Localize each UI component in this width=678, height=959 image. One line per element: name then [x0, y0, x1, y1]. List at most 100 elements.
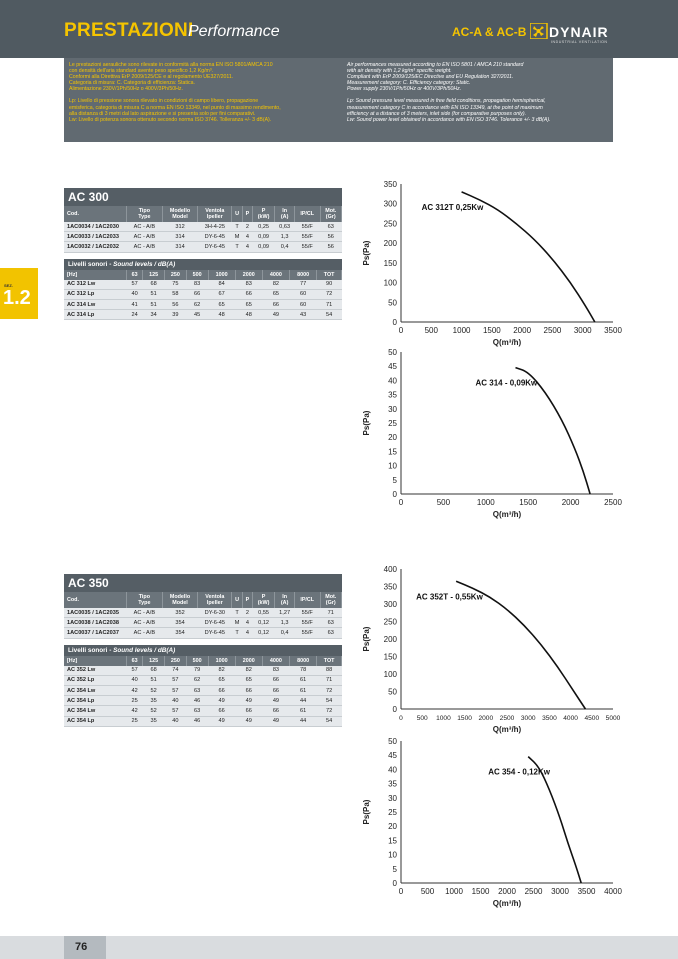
y-tick-label: 5: [393, 865, 398, 874]
y-tick-label: 45: [388, 362, 397, 371]
table-cell: 0,55: [252, 608, 275, 619]
col-header: IP/CL: [294, 206, 321, 222]
sound-row: AC 354 Lw 42 52 57 63 66 66 66 61 72: [64, 685, 342, 697]
table-cell: T: [231, 608, 243, 619]
table-cell: 3H-4-25: [197, 222, 232, 233]
table-cell: 55/F: [294, 608, 320, 619]
table-cell: 88: [316, 665, 342, 676]
col-header: Cod.: [64, 206, 127, 222]
table-cell: 40: [126, 289, 143, 300]
table-cell: 72: [316, 289, 342, 300]
table-cell: AC 354 Lw: [64, 705, 127, 717]
x-tick-label: 2500: [544, 326, 562, 335]
table-cell: 49: [262, 309, 290, 321]
table-cell: AC - A/B: [126, 617, 163, 629]
table-cell: 55/F: [294, 231, 320, 243]
x-tick-label: 3000: [574, 326, 592, 335]
table-cell: 2: [242, 608, 253, 619]
performance-curve: [461, 191, 596, 323]
table-cell: AC 352 Lp: [64, 675, 127, 686]
y-tick-label: 100: [384, 670, 398, 679]
note-line: Lw: Sound power level obtained in accord…: [347, 116, 551, 123]
table-cell: T: [231, 627, 243, 639]
table-cell: AC 354 Lp: [64, 695, 127, 707]
col-header: 63: [126, 655, 144, 666]
table-cell: 24: [126, 309, 143, 321]
table-cell: 1,27: [274, 608, 295, 619]
y-tick-label: 200: [384, 635, 398, 644]
y-axis-label: Ps(Pa): [362, 799, 371, 824]
table-cell: 35: [142, 695, 165, 707]
table-cell: 68: [142, 279, 165, 290]
table-cell: 84: [208, 279, 236, 290]
y-tick-label: 30: [388, 405, 397, 414]
table-cell: 1AC0038 / 1AC2038: [64, 617, 127, 629]
table-cell: 51: [142, 299, 165, 311]
x-tick-label: 500: [421, 887, 435, 896]
table-cell: DY-6-45: [197, 231, 232, 243]
col-header: In (A): [274, 206, 295, 222]
x-tick-label: 500: [437, 498, 451, 507]
page-header: [0, 0, 678, 58]
table-cell: AC 352 Lw: [64, 665, 127, 676]
table-cell: 0,4: [274, 627, 295, 639]
x-tick-label: 3500: [578, 887, 596, 896]
table-cell: M: [231, 231, 243, 243]
table-cell: 65: [208, 299, 236, 311]
y-tick-label: 10: [388, 851, 397, 860]
y-tick-label: 10: [388, 462, 397, 471]
note-line: Measurement category: C. Efficiency cate…: [347, 80, 471, 87]
col-header: U: [231, 206, 243, 222]
table-cell: 41: [126, 299, 143, 311]
table-cell: 75: [164, 279, 187, 290]
col-header: Mot. (Gr): [320, 206, 342, 222]
table-cell: 1AC0035 / 1AC2035: [64, 608, 127, 619]
note-line: Lp: Livello di pressione sonora rilevato…: [69, 98, 259, 105]
table-cell: 78: [289, 665, 317, 676]
x-tick-label: 0: [399, 887, 404, 896]
ac300-spec-table: Cod. Tipo Type Modello Model Ventola Ipelle…: [64, 206, 342, 253]
y-tick-label: 0: [393, 490, 398, 499]
x-axis-label: Q(m³/h): [493, 899, 522, 908]
table-cell: 57: [164, 705, 187, 717]
table-cell: 55/F: [294, 241, 320, 253]
table-cell: 354: [162, 617, 198, 629]
table-cell: 65: [262, 289, 290, 300]
table-cell: 1AC0034 / 1AC2030: [64, 222, 127, 233]
y-tick-label: 50: [388, 298, 397, 307]
table-cell: 61: [289, 705, 317, 717]
x-tick-label: 1000: [453, 326, 471, 335]
table-cell: 66: [262, 299, 290, 311]
note-line: Lp: Sound pressure level measured in fre…: [347, 98, 546, 105]
table-cell: 66: [262, 685, 290, 697]
table-cell: 67: [208, 289, 236, 300]
x-axis-label: Q(m³/h): [493, 725, 522, 734]
table-cell: 49: [235, 716, 263, 727]
table-cell: M: [231, 617, 243, 629]
brand-tagline: INDUSTRIAL VENTILATION: [551, 40, 608, 44]
table-cell: 314: [162, 231, 198, 243]
table-cell: 0,4: [274, 241, 295, 253]
x-tick-label: 0: [399, 715, 403, 722]
table-cell: AC - A/B: [126, 627, 163, 639]
table-cell: 90: [316, 279, 342, 290]
table-cell: 39: [164, 309, 187, 321]
col-header: 8000: [289, 655, 318, 666]
table-cell: 57: [126, 665, 143, 676]
table-cell: 71: [316, 299, 342, 311]
col-header: 8000: [289, 269, 318, 280]
brand-name: DYNAIR: [549, 24, 609, 40]
table-cell: AC - A/B: [126, 222, 163, 233]
fan-logo-icon: [530, 23, 548, 39]
table-cell: 35: [142, 716, 165, 727]
performance-curve: [527, 756, 582, 884]
ac350-spec-table: Cod. Tipo Type Modello Model Ventola Ipelle…: [64, 592, 342, 639]
table-cell: AC 312 Lp: [64, 289, 127, 300]
table-cell: 314: [162, 241, 198, 253]
y-axis-label: Ps(Pa): [362, 626, 371, 651]
section-label: SEZ.: [4, 283, 13, 288]
table-cell: 66: [235, 289, 263, 300]
spec-row: 1AC0037 / 1AC2037 AC - A/B 354 DY-6-45 T 4 0,1…: [64, 627, 342, 639]
table-cell: 71: [320, 608, 342, 619]
